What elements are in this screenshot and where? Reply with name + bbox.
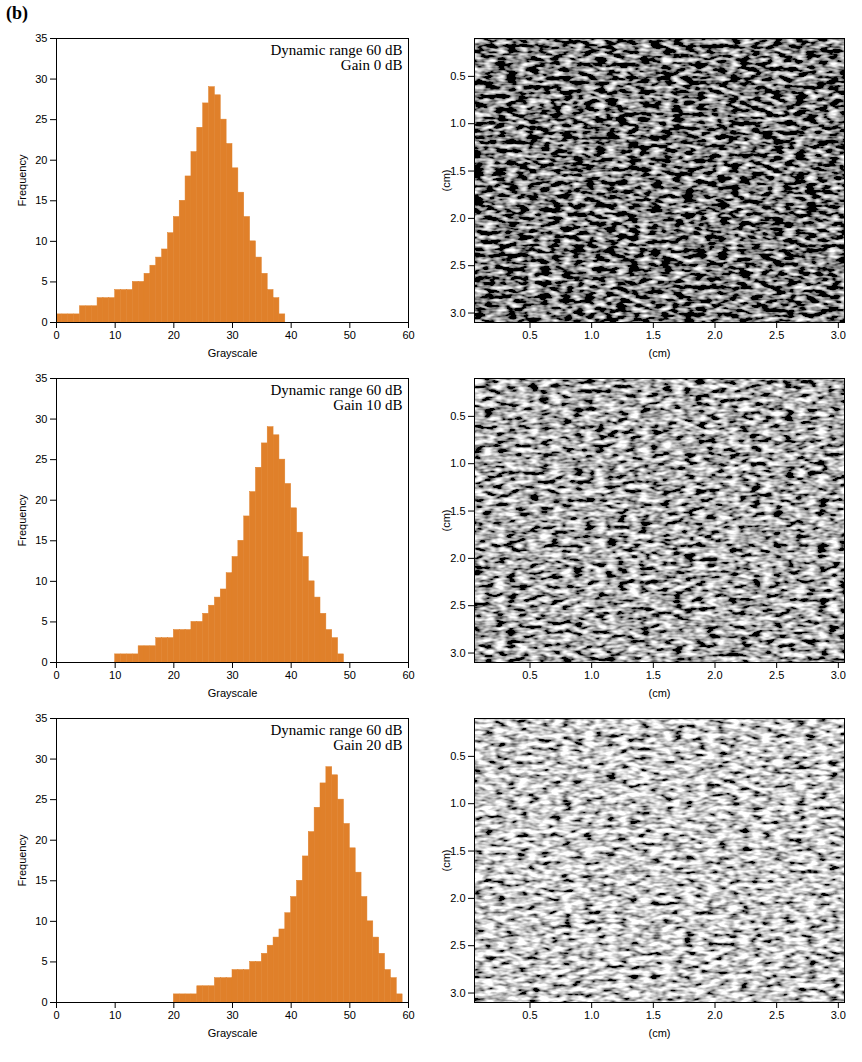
svg-text:20: 20 <box>168 1009 180 1021</box>
svg-text:(cm): (cm) <box>440 850 452 872</box>
svg-text:20: 20 <box>35 154 47 166</box>
svg-text:1.0: 1.0 <box>450 797 465 809</box>
svg-text:3.0: 3.0 <box>831 1009 846 1021</box>
svg-text:60: 60 <box>402 1009 414 1021</box>
svg-text:0.5: 0.5 <box>522 329 537 341</box>
svg-text:2.5: 2.5 <box>450 599 465 611</box>
svg-text:(cm): (cm) <box>649 1027 671 1039</box>
svg-text:2.5: 2.5 <box>769 1009 784 1021</box>
svg-text:Frequency: Frequency <box>16 154 28 206</box>
svg-text:3.0: 3.0 <box>450 307 465 319</box>
svg-text:25: 25 <box>35 113 47 125</box>
svg-text:Dynamic range 60 dBGain 10 dB: Dynamic range 60 dBGain 10 dB <box>270 382 402 413</box>
svg-text:5: 5 <box>41 955 47 967</box>
svg-text:40: 40 <box>285 329 297 341</box>
svg-text:40: 40 <box>285 669 297 681</box>
svg-text:15: 15 <box>35 194 47 206</box>
svg-text:1.5: 1.5 <box>646 1009 661 1021</box>
svg-text:1.5: 1.5 <box>646 669 661 681</box>
svg-text:0: 0 <box>41 656 47 668</box>
svg-text:10: 10 <box>35 915 47 927</box>
svg-text:0: 0 <box>53 1009 59 1021</box>
svg-text:35: 35 <box>35 372 47 384</box>
html-text:(b): (b) <box>6 3 28 23</box>
svg-text:2.0: 2.0 <box>450 892 465 904</box>
svg-text:0.5: 0.5 <box>522 669 537 681</box>
svg-text:1.0: 1.0 <box>584 669 599 681</box>
svg-text:Grayscale: Grayscale <box>208 1027 258 1039</box>
svg-text:10: 10 <box>109 1009 121 1021</box>
svg-text:30: 30 <box>226 1009 238 1021</box>
svg-text:10: 10 <box>109 329 121 341</box>
svg-text:1.5: 1.5 <box>450 845 465 857</box>
svg-text:2.0: 2.0 <box>707 669 722 681</box>
svg-text:1.0: 1.0 <box>450 457 465 469</box>
svg-text:Dynamic range 60 dBGain 0 dB: Dynamic range 60 dBGain 0 dB <box>270 42 402 73</box>
svg-text:2.5: 2.5 <box>450 259 465 271</box>
svg-text:0: 0 <box>41 996 47 1008</box>
svg-text:1.5: 1.5 <box>450 505 465 517</box>
svg-text:25: 25 <box>35 793 47 805</box>
svg-text:0.5: 0.5 <box>450 750 465 762</box>
svg-text:3.0: 3.0 <box>831 669 846 681</box>
svg-text:50: 50 <box>344 1009 356 1021</box>
svg-text:30: 30 <box>35 73 47 85</box>
svg-text:(cm): (cm) <box>440 510 452 532</box>
svg-text:15: 15 <box>35 874 47 886</box>
svg-text:Grayscale: Grayscale <box>208 687 258 699</box>
svg-text:0: 0 <box>53 669 59 681</box>
svg-text:20: 20 <box>168 329 180 341</box>
svg-text:30: 30 <box>226 329 238 341</box>
svg-text:2.0: 2.0 <box>450 212 465 224</box>
svg-text:0: 0 <box>53 329 59 341</box>
svg-text:0.5: 0.5 <box>522 1009 537 1021</box>
svg-text:0.5: 0.5 <box>450 410 465 422</box>
svg-text:(cm): (cm) <box>649 687 671 699</box>
svg-text:1.0: 1.0 <box>450 117 465 129</box>
svg-text:50: 50 <box>344 329 356 341</box>
svg-text:5: 5 <box>41 275 47 287</box>
svg-text:20: 20 <box>168 669 180 681</box>
svg-text:5: 5 <box>41 615 47 627</box>
svg-text:50: 50 <box>344 669 356 681</box>
svg-text:20: 20 <box>35 494 47 506</box>
svg-text:2.0: 2.0 <box>707 329 722 341</box>
svg-text:2.0: 2.0 <box>707 1009 722 1021</box>
svg-text:Frequency: Frequency <box>16 494 28 546</box>
svg-text:0.5: 0.5 <box>450 70 465 82</box>
svg-text:1.0: 1.0 <box>584 1009 599 1021</box>
svg-text:30: 30 <box>226 669 238 681</box>
svg-text:2.0: 2.0 <box>450 552 465 564</box>
svg-text:3.0: 3.0 <box>450 647 465 659</box>
svg-text:(cm): (cm) <box>649 347 671 359</box>
svg-text:20: 20 <box>35 834 47 846</box>
svg-text:0: 0 <box>41 316 47 328</box>
svg-text:Grayscale: Grayscale <box>208 347 258 359</box>
svg-text:60: 60 <box>402 669 414 681</box>
svg-text:3.0: 3.0 <box>450 987 465 999</box>
svg-text:15: 15 <box>35 534 47 546</box>
svg-text:10: 10 <box>109 669 121 681</box>
svg-text:60: 60 <box>402 329 414 341</box>
svg-text:1.5: 1.5 <box>646 329 661 341</box>
svg-text:2.5: 2.5 <box>769 669 784 681</box>
svg-text:10: 10 <box>35 235 47 247</box>
svg-text:1.0: 1.0 <box>584 329 599 341</box>
svg-text:2.5: 2.5 <box>450 939 465 951</box>
svg-text:25: 25 <box>35 453 47 465</box>
svg-text:40: 40 <box>285 1009 297 1021</box>
svg-text:Frequency: Frequency <box>16 834 28 886</box>
svg-text:35: 35 <box>35 32 47 44</box>
svg-text:30: 30 <box>35 753 47 765</box>
svg-text:2.5: 2.5 <box>769 329 784 341</box>
svg-text:10: 10 <box>35 575 47 587</box>
svg-text:Dynamic range 60 dBGain 20 dB: Dynamic range 60 dBGain 20 dB <box>270 722 402 753</box>
svg-text:3.0: 3.0 <box>831 329 846 341</box>
svg-text:30: 30 <box>35 413 47 425</box>
svg-text:35: 35 <box>35 712 47 724</box>
svg-text:(cm): (cm) <box>440 170 452 192</box>
svg-text:1.5: 1.5 <box>450 165 465 177</box>
